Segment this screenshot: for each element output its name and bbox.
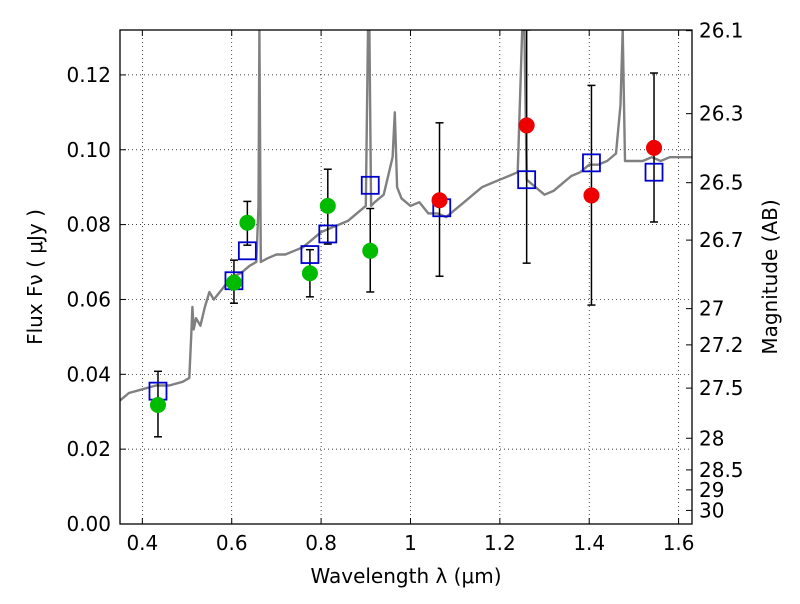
right-tick-label-8: 28.5 — [699, 458, 744, 482]
y-tick-label-2: 0.04 — [66, 362, 111, 386]
observed_nir-point-3 — [646, 139, 663, 156]
model-square-point-3 — [300, 245, 320, 264]
y-tick-label-4: 0.08 — [66, 213, 111, 237]
observed_optical-point-2 — [239, 214, 256, 231]
x-tick-label-0: 0.4 — [126, 531, 158, 555]
observed_optical-point-5 — [362, 242, 379, 259]
right-tick-label-5: 27.2 — [699, 333, 744, 357]
x-tick-label-4: 1.2 — [484, 531, 516, 555]
right-axis-label: Magnitude (AB) — [758, 199, 782, 354]
x-tick-label-3: 1 — [404, 531, 417, 555]
model-square-point-4 — [318, 224, 338, 244]
y-tick-label-0: 0.00 — [66, 512, 111, 536]
observed_nir-point-0 — [431, 192, 448, 209]
right-tick-label-7: 28 — [699, 426, 724, 450]
observed_optical-point-1 — [225, 274, 242, 291]
y-tick-label-3: 0.06 — [66, 287, 111, 311]
right-tick-label-10: 30 — [699, 498, 724, 522]
observed_optical-point-3 — [301, 265, 318, 282]
right-tick-label-0: 26.1 — [699, 19, 744, 43]
model-square-point-8 — [582, 153, 601, 173]
spectrum-line — [120, 30, 692, 402]
model-square-point-7 — [517, 170, 537, 190]
plot-frame — [119, 29, 693, 525]
grid-lines — [120, 30, 692, 525]
observed_nir-point-1 — [518, 117, 535, 134]
right-tick-label-1: 26.3 — [699, 102, 744, 126]
x-tick-label-5: 1.4 — [573, 531, 605, 555]
y-tick-label-5: 0.10 — [66, 138, 111, 162]
model-square-point-2 — [237, 241, 257, 261]
axis-ticks: 0.4 0.6 0.8 1 1.2 1.4 1.6 0.00 0.02 0.04 0.06 0.08 0… — [66, 19, 743, 555]
model-square-point-9 — [644, 162, 664, 182]
y-axis-label: Flux Fν ( μJy ) — [23, 209, 47, 345]
right-tick-label-4: 27 — [699, 297, 724, 321]
x-axis-label: Wavelength λ (μm) — [310, 564, 501, 588]
right-tick-label-6: 27.5 — [699, 376, 744, 400]
observed_optical-point-4 — [319, 197, 336, 214]
right-tick-label-2: 26.5 — [699, 171, 744, 195]
right-tick-label-9: 29 — [699, 478, 724, 502]
x-tick-label-2: 0.8 — [305, 531, 337, 555]
observed_optical-point-0 — [149, 396, 166, 413]
right-tick-label-3: 26.7 — [699, 228, 744, 252]
x-tick-label-6: 1.6 — [663, 531, 695, 555]
x-tick-label-1: 0.6 — [216, 531, 248, 555]
model-square-point-5 — [360, 175, 380, 195]
plot-area — [120, 30, 692, 438]
observed_nir-point-2 — [583, 187, 600, 204]
y-tick-label-6: 0.12 — [66, 63, 111, 87]
y-tick-label-1: 0.02 — [66, 437, 111, 461]
